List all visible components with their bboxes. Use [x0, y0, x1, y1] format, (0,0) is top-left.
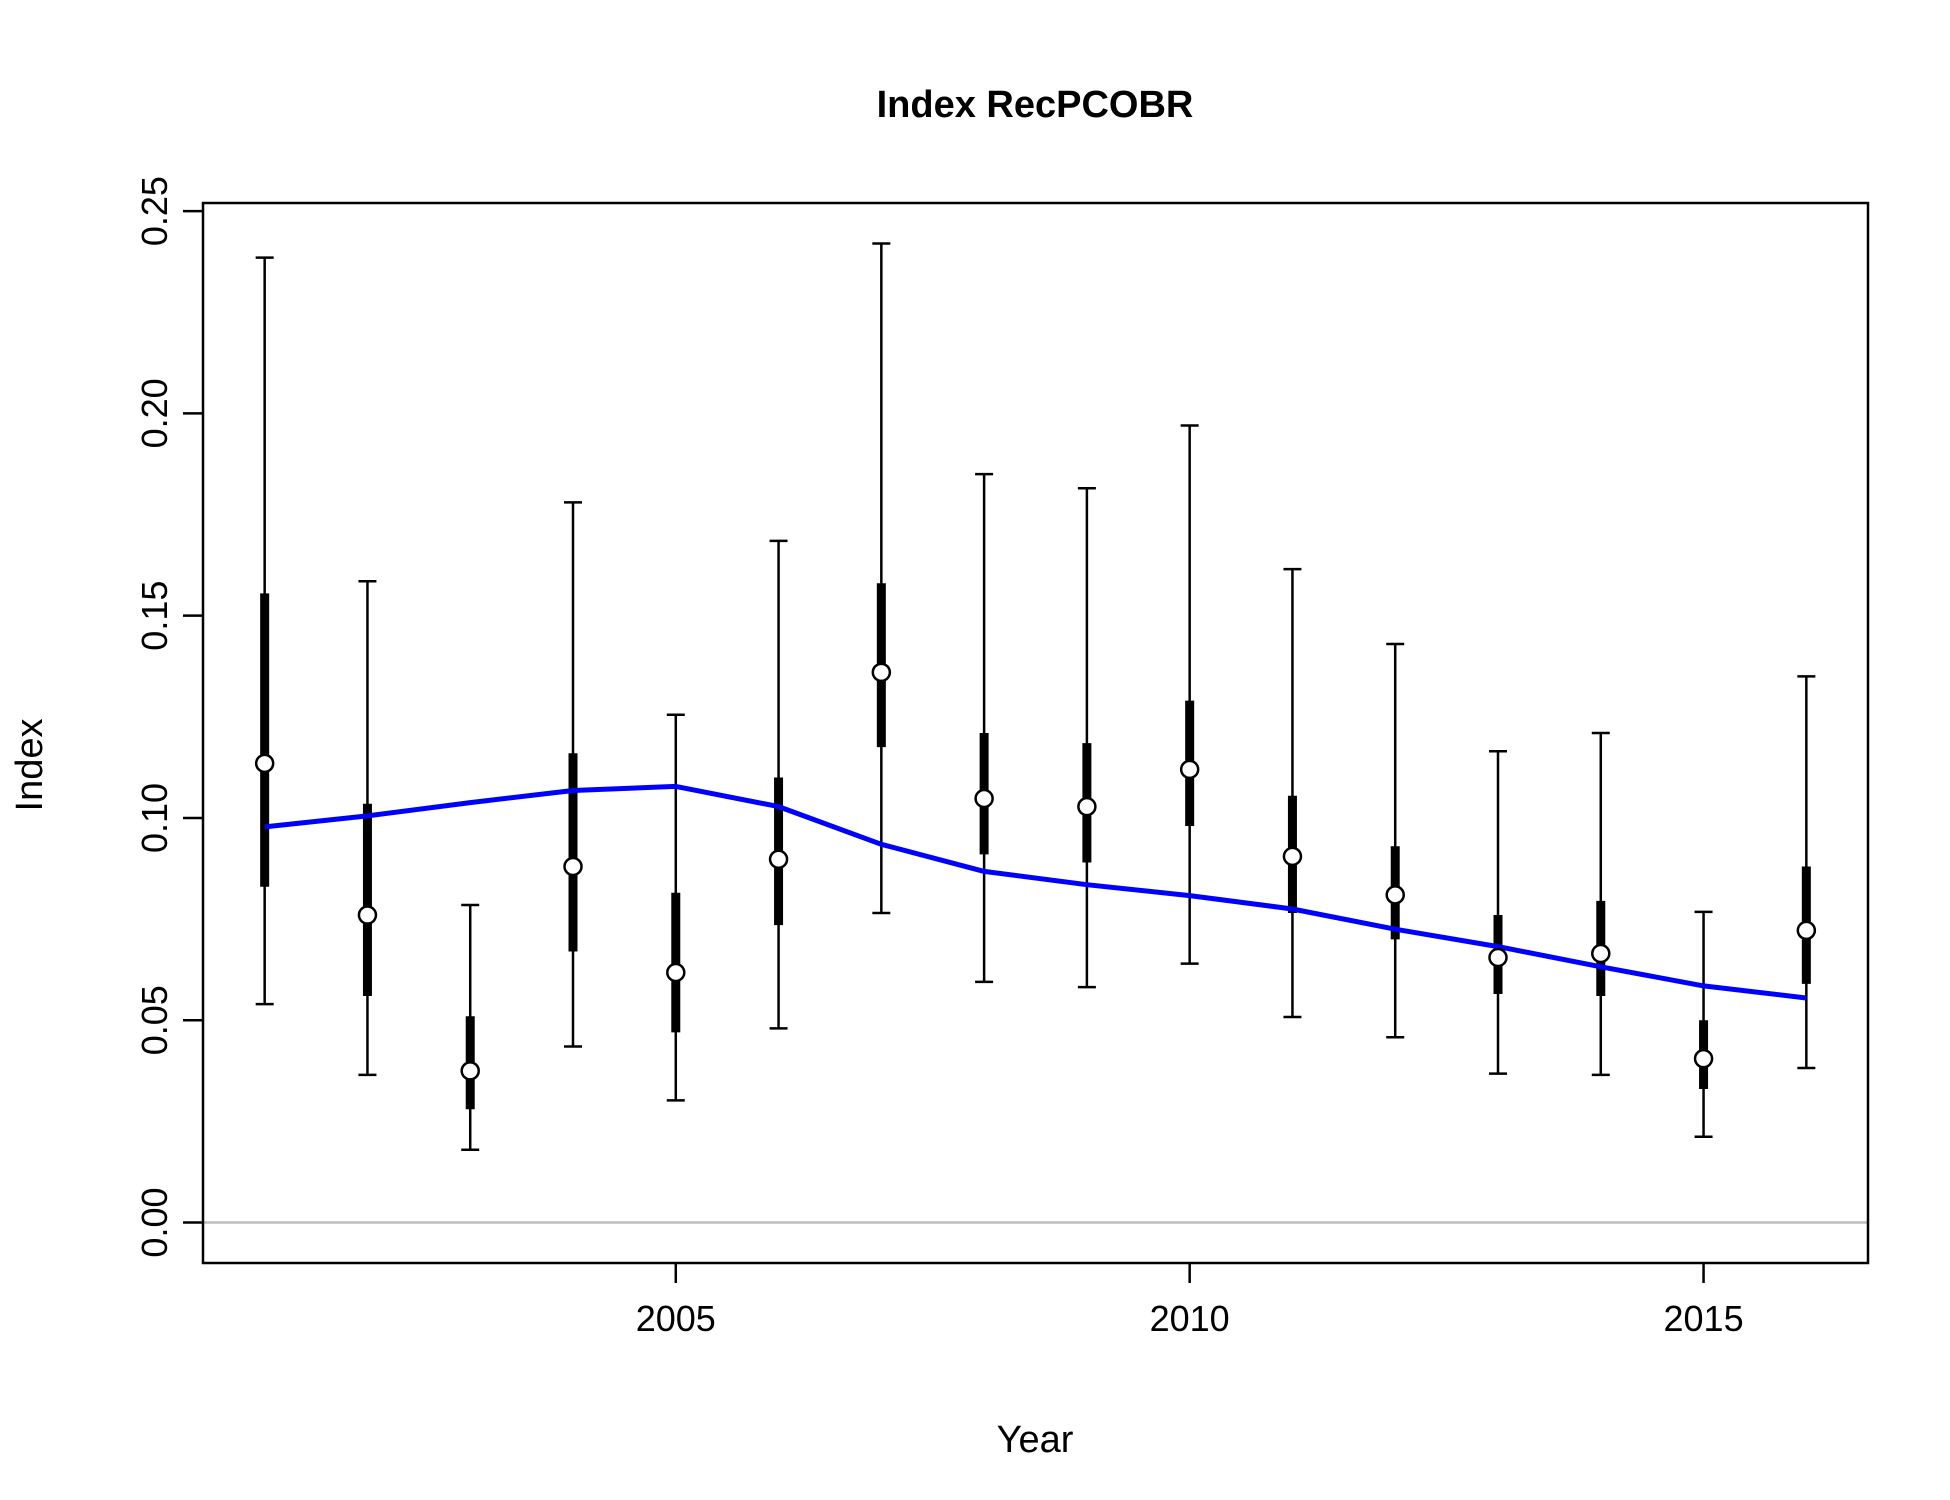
y-axis-label: Index	[9, 719, 51, 812]
x-tick-label: 2005	[636, 1298, 716, 1339]
observed-point	[871, 662, 892, 683]
y-tick-label: 0.25	[134, 176, 175, 246]
observed-point	[1385, 885, 1405, 905]
observed-point	[460, 1061, 480, 1081]
observed-point	[1179, 759, 1200, 780]
plot-frame	[201, 201, 1870, 1265]
observed-point	[1282, 846, 1303, 867]
y-tick-label: 0.05	[134, 985, 175, 1055]
chart-title: Index RecPCOBR	[877, 84, 1194, 126]
observed-point	[974, 788, 994, 809]
y-tick-label: 0.15	[134, 581, 175, 651]
observed-point	[1693, 1048, 1714, 1069]
plot-area: 2005 2010 2015 0.00 0.05 0.10 0.15 0.20 0.25	[134, 176, 1870, 1339]
y-tick-label: 0.10	[134, 783, 175, 853]
observed-point	[1796, 920, 1817, 941]
observed-point	[1591, 943, 1611, 964]
x-tick-label: 2015	[1664, 1298, 1744, 1339]
observed-point	[563, 856, 583, 877]
observed-point	[1077, 796, 1097, 817]
y-tick-label: 0.00	[134, 1188, 175, 1258]
observed-point	[357, 905, 378, 925]
observed-point	[1488, 947, 1508, 968]
x-axis-label: Year	[997, 1419, 1074, 1461]
fitted-line	[264, 783, 1807, 1001]
observed-point	[254, 753, 275, 774]
y-tick-label: 0.20	[134, 378, 175, 448]
observed-point	[666, 962, 686, 983]
observed-point	[768, 849, 789, 869]
x-tick-label: 2010	[1150, 1298, 1230, 1339]
